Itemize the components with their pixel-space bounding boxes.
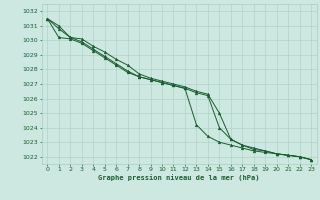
X-axis label: Graphe pression niveau de la mer (hPa): Graphe pression niveau de la mer (hPa) [99,174,260,181]
